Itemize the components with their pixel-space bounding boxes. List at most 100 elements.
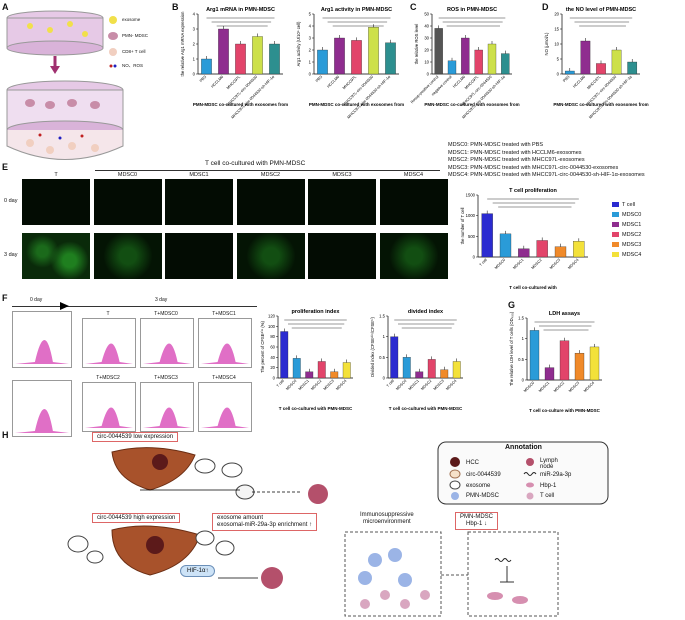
micrograph-image [236, 233, 305, 279]
x-tick-label: MDSC0 [494, 258, 506, 270]
y-tick-label: 0 [522, 378, 525, 383]
bar [434, 28, 443, 75]
legend-label: MDSC2 [622, 232, 642, 238]
y-tick-label: 5 [309, 12, 312, 17]
x-axis-label: T cell co-culture with PMN-MDSC [529, 408, 601, 413]
panel-e-label: E [2, 162, 9, 172]
y-tick-label: 60 [270, 345, 275, 350]
annotation-tcell: T cell [540, 493, 555, 499]
y-tick-label: 0 [273, 376, 276, 381]
bar [292, 358, 301, 379]
x-tick-label: MHCC97L [226, 75, 241, 90]
bar-chart: the NO level of PMN-MDSC 0 5 10 15 20 NO (μmol… [544, 7, 649, 120]
y-tick-label: 40 [270, 355, 275, 360]
bar [334, 37, 345, 75]
y-tick-label: 120 [268, 314, 276, 319]
panel-a-legend-mdsc: PMN- MDSC [122, 33, 148, 38]
y-tick-label: 0.5 [518, 357, 524, 362]
cfse-peak [85, 407, 133, 428]
bar [351, 40, 362, 75]
panel-g-label: G [508, 300, 516, 310]
legend-label: MDSC0 [622, 212, 642, 218]
panel-d-label: D [542, 2, 549, 12]
panel-f-label: F [2, 293, 8, 303]
cfse-peak [15, 409, 69, 433]
cfse-peak [15, 340, 69, 364]
y-tick-label: 1 [383, 334, 386, 339]
x-tick-label: MDSC4 [335, 379, 347, 391]
cfse-histogram [12, 311, 72, 368]
bar [544, 367, 555, 381]
y-tick-label: 2 [193, 42, 196, 47]
cfse-peak [143, 343, 191, 364]
x-axis-label: PMN-MDSC co-cultured with exosomes from [553, 102, 648, 107]
legend-label: T cell [622, 202, 636, 208]
y-tick-label: 0 [383, 376, 386, 381]
day-arrow-line [12, 306, 257, 307]
legend-label: MDSC3 [622, 242, 642, 248]
micrograph-row-label: 3 day [4, 252, 18, 258]
legend-swatch [612, 212, 619, 218]
panel-e-header: T cell co-cultured with PMN-MDSC [205, 160, 306, 167]
cfse-histogram-label: T+MDSC1 [212, 311, 236, 317]
micrograph-image [308, 233, 376, 279]
panel-h-label: H [2, 430, 9, 440]
bar [589, 346, 600, 381]
cfse-histogram-label: T+MDSC0 [154, 311, 178, 317]
bar [368, 27, 379, 75]
micrograph-image [379, 233, 448, 279]
panel-a-legend-no-ros: NO、ROS [122, 63, 144, 68]
cfse-histogram [198, 318, 252, 368]
x-tick-label: HCCLM6 [210, 75, 224, 89]
x-tick-label: MDSC4 [567, 258, 579, 270]
cfse-histogram [82, 382, 136, 432]
annotation-title: Annotation [505, 444, 542, 451]
x-axis-label: T cell co-cultured with PMN-MDSC [389, 406, 463, 411]
bar [611, 49, 622, 75]
y-tick-label: 15 [554, 27, 559, 32]
micrograph-column-label: MDSC4 [403, 172, 424, 178]
y-axis-label: Arg1 activity (U/10⁶ cell) [296, 21, 301, 66]
legend-item-mdsc3: MDSC3 [612, 240, 641, 250]
annotation-mir: miR-29a-3p [540, 472, 572, 478]
cfse-histogram [140, 318, 194, 368]
x-tick-label: MDSC1 [512, 258, 524, 270]
low-expression-title: circ-0044539 low expression [92, 432, 179, 442]
y-axis-label: the relative Arg1 mRNA expression [180, 11, 185, 77]
annotation-hcc: HCC [466, 460, 479, 466]
chart-title: Arg1 mRNA in PMN-MDSC [206, 7, 275, 13]
bar [317, 49, 328, 75]
micrograph-image [93, 179, 162, 225]
panel-e-header-line [95, 170, 440, 171]
x-tick-label: MDSC3 [433, 379, 445, 391]
bar [342, 362, 351, 379]
y-tick-label: 20 [270, 365, 275, 370]
y-axis-label: the relative ROS level [414, 24, 419, 65]
bar-chart: ROS in PMN-MDSC 0 10 20 30 40 50 the relative R… [410, 7, 520, 120]
bar [218, 28, 229, 75]
micrograph-image [93, 233, 162, 279]
micrograph-image [165, 179, 233, 225]
chart-title: Arg1 activity in PMN-MDSC [321, 7, 392, 13]
y-tick-label: 100 [268, 324, 276, 329]
cfse-peak [85, 343, 133, 364]
annotation-hbp1: Hbp-1 [540, 483, 557, 489]
y-axis-label: the number of T cell [460, 208, 465, 245]
annotation-pmn-mdsc: PMN-MDSC [466, 493, 499, 499]
mdsc0-definition: MDSC0: PMN-MDSC treated with PBS [448, 142, 544, 148]
bar [317, 361, 326, 379]
bar [440, 369, 449, 379]
mdsc-definitions: MDSC0: PMN-MDSC treated with PBS MDSC1: … [448, 142, 645, 180]
y-tick-label: 20 [554, 12, 559, 17]
y-tick-label: 3 [309, 36, 312, 41]
micrograph-image [379, 179, 448, 225]
y-tick-label: 50 [424, 12, 429, 17]
cfse-histogram [140, 382, 194, 432]
x-tick-label: MDSC1 [408, 379, 420, 391]
x-tick-label: MHCC97L [586, 75, 601, 90]
immunosuppressive-label: Immunosuppressive microenvironment [360, 512, 414, 525]
y-tick-label: 30 [424, 36, 429, 41]
exosome-enrichment-box: exosome amount exosomal-miR-29a-3p enric… [212, 513, 318, 531]
x-tick-label: MHCC97L [342, 75, 357, 90]
x-tick-label: PBS [199, 75, 208, 84]
